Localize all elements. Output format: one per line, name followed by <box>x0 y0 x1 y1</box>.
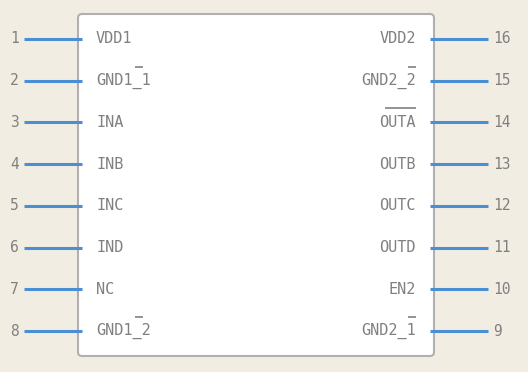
Text: 16: 16 <box>493 31 511 46</box>
Text: 4: 4 <box>10 157 19 171</box>
Text: 9: 9 <box>493 324 502 339</box>
Text: GND2_2: GND2_2 <box>361 73 416 89</box>
Text: 1: 1 <box>10 31 19 46</box>
Text: VDD1: VDD1 <box>96 31 133 46</box>
Text: INB: INB <box>96 157 124 171</box>
Text: OUTA: OUTA <box>380 115 416 130</box>
Text: 5: 5 <box>10 198 19 214</box>
Text: NC: NC <box>96 282 114 297</box>
Text: 14: 14 <box>493 115 511 130</box>
Text: 8: 8 <box>10 324 19 339</box>
Text: 13: 13 <box>493 157 511 171</box>
Text: OUTB: OUTB <box>380 157 416 171</box>
Text: 10: 10 <box>493 282 511 297</box>
Text: GND1_1: GND1_1 <box>96 73 151 89</box>
Text: OUTD: OUTD <box>380 240 416 255</box>
Text: INA: INA <box>96 115 124 130</box>
Text: IND: IND <box>96 240 124 255</box>
Text: 11: 11 <box>493 240 511 255</box>
Text: 15: 15 <box>493 73 511 88</box>
Text: 7: 7 <box>10 282 19 297</box>
Text: 3: 3 <box>10 115 19 130</box>
Text: INC: INC <box>96 198 124 214</box>
Text: GND1_2: GND1_2 <box>96 323 151 339</box>
FancyBboxPatch shape <box>78 14 434 356</box>
Text: VDD2: VDD2 <box>380 31 416 46</box>
Text: EN2: EN2 <box>389 282 416 297</box>
Text: OUTC: OUTC <box>380 198 416 214</box>
Text: 12: 12 <box>493 198 511 214</box>
Text: 6: 6 <box>10 240 19 255</box>
Text: GND2_1: GND2_1 <box>361 323 416 339</box>
Text: 2: 2 <box>10 73 19 88</box>
